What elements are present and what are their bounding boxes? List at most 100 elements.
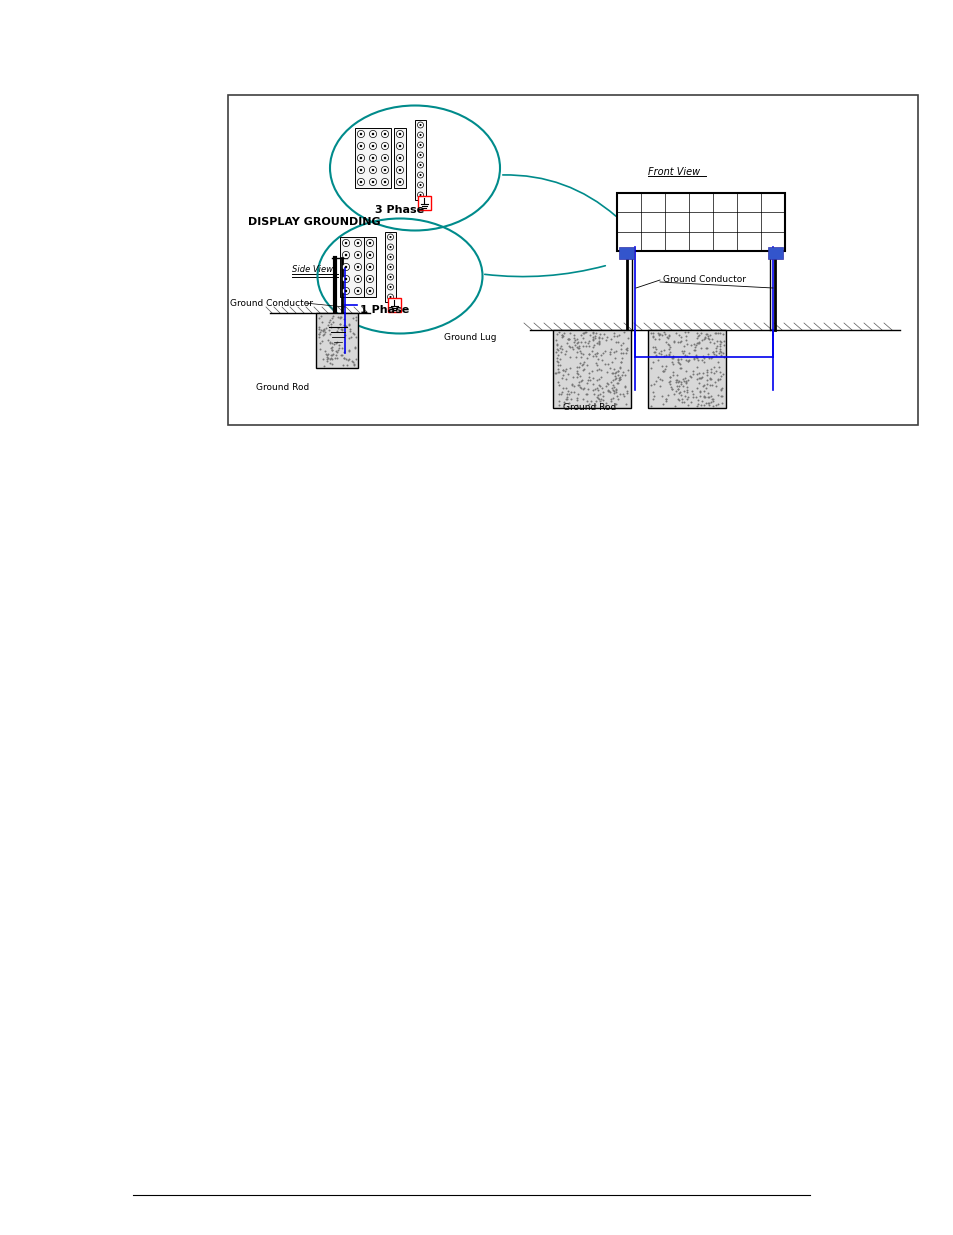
Point	[698, 378, 713, 398]
Point	[619, 361, 635, 380]
Point	[553, 342, 568, 362]
Point	[317, 322, 333, 342]
Point	[591, 329, 606, 348]
Point	[558, 369, 573, 389]
Point	[347, 337, 362, 357]
Point	[651, 329, 666, 348]
Point	[557, 361, 572, 380]
Point	[671, 390, 686, 410]
Point	[713, 345, 728, 364]
Point	[656, 322, 671, 342]
Point	[644, 327, 659, 347]
Point	[561, 330, 577, 350]
Point	[585, 337, 600, 357]
Point	[607, 348, 622, 368]
Point	[551, 322, 566, 342]
Point	[610, 370, 625, 390]
Point	[593, 359, 608, 379]
Point	[572, 377, 587, 396]
Point	[713, 342, 728, 362]
Point	[313, 306, 328, 326]
Point	[685, 333, 700, 353]
Point	[678, 330, 693, 350]
Point	[319, 351, 335, 370]
Point	[676, 341, 691, 361]
Point	[603, 330, 618, 350]
Bar	[767, 247, 782, 259]
Point	[642, 322, 658, 342]
Point	[647, 330, 662, 350]
Point	[322, 353, 337, 373]
Point	[558, 384, 574, 404]
Point	[712, 369, 727, 389]
Circle shape	[387, 254, 393, 261]
Point	[676, 382, 691, 401]
Point	[703, 330, 719, 350]
Point	[320, 345, 335, 364]
Point	[679, 382, 694, 401]
Point	[341, 341, 356, 361]
Point	[583, 362, 598, 382]
Point	[666, 396, 681, 416]
Point	[695, 375, 710, 395]
Point	[604, 370, 619, 390]
Point	[708, 377, 723, 396]
Circle shape	[342, 263, 349, 270]
Point	[712, 324, 727, 343]
Point	[561, 358, 577, 378]
Point	[554, 325, 569, 345]
Circle shape	[357, 154, 364, 162]
Point	[603, 372, 618, 391]
Point	[645, 324, 660, 343]
Point	[697, 329, 712, 348]
Point	[691, 333, 706, 353]
Point	[613, 343, 628, 363]
Circle shape	[417, 162, 423, 168]
Circle shape	[359, 169, 362, 172]
Point	[660, 335, 676, 354]
Circle shape	[366, 288, 374, 295]
Point	[322, 325, 337, 345]
Point	[549, 340, 564, 359]
Point	[555, 359, 570, 379]
Point	[713, 385, 728, 405]
Point	[608, 368, 623, 388]
Point	[552, 354, 567, 374]
Point	[645, 352, 660, 372]
Circle shape	[381, 131, 388, 137]
Point	[592, 324, 607, 343]
Point	[646, 385, 661, 405]
Point	[607, 362, 622, 382]
Point	[612, 384, 627, 404]
Point	[348, 308, 363, 327]
Point	[565, 368, 580, 388]
Point	[564, 337, 579, 357]
Point	[676, 391, 691, 411]
Bar	[364, 237, 375, 296]
Point	[569, 390, 584, 410]
Point	[595, 382, 610, 401]
Point	[335, 320, 350, 340]
Point	[698, 338, 713, 358]
Point	[559, 380, 575, 400]
Point	[318, 343, 334, 363]
Point	[697, 327, 712, 347]
Point	[566, 329, 581, 348]
Point	[588, 343, 603, 363]
Point	[569, 358, 584, 378]
Point	[576, 378, 591, 398]
Point	[338, 316, 354, 336]
Point	[688, 369, 703, 389]
Point	[341, 315, 356, 335]
Point	[662, 367, 678, 387]
Circle shape	[417, 152, 423, 158]
Point	[592, 384, 607, 404]
Point	[671, 353, 686, 373]
Point	[602, 389, 618, 409]
Point	[551, 395, 566, 415]
Point	[652, 324, 667, 343]
Point	[346, 322, 361, 342]
Point	[562, 324, 578, 343]
Point	[589, 343, 604, 363]
Circle shape	[383, 169, 386, 172]
